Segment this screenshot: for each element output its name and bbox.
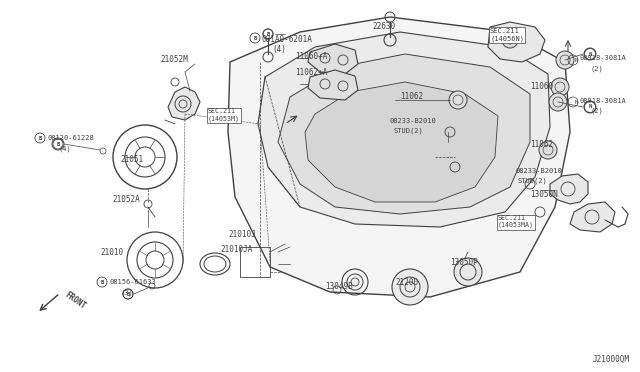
Text: 11062: 11062 bbox=[530, 140, 553, 149]
Polygon shape bbox=[550, 174, 588, 204]
Text: 08918-3081A: 08918-3081A bbox=[580, 98, 627, 104]
Circle shape bbox=[549, 93, 567, 111]
Text: 13050N: 13050N bbox=[530, 190, 557, 199]
Polygon shape bbox=[278, 54, 530, 214]
Polygon shape bbox=[308, 44, 358, 74]
Circle shape bbox=[556, 51, 574, 69]
Text: 21052M: 21052M bbox=[160, 55, 188, 64]
Text: (3): (3) bbox=[120, 289, 132, 295]
Polygon shape bbox=[305, 82, 498, 202]
Circle shape bbox=[551, 78, 569, 96]
Text: 21052A: 21052A bbox=[112, 195, 140, 204]
Text: 08156-61633: 08156-61633 bbox=[109, 279, 156, 285]
Polygon shape bbox=[308, 70, 358, 100]
Text: 13050P: 13050P bbox=[450, 258, 477, 267]
Text: B: B bbox=[266, 32, 269, 36]
Text: 081A0-6201A: 081A0-6201A bbox=[262, 35, 313, 44]
Text: STUD(2): STUD(2) bbox=[518, 178, 548, 185]
Text: (2): (2) bbox=[590, 108, 603, 115]
Text: SEC.211
(14053M): SEC.211 (14053M) bbox=[208, 108, 240, 122]
Polygon shape bbox=[258, 32, 550, 227]
Text: STUD(2): STUD(2) bbox=[393, 128, 423, 135]
Text: B: B bbox=[253, 35, 257, 41]
Text: 11062: 11062 bbox=[400, 92, 423, 101]
Text: J21000QM: J21000QM bbox=[593, 355, 630, 364]
Text: 22630: 22630 bbox=[372, 22, 395, 31]
Text: 11060+A: 11060+A bbox=[295, 52, 328, 61]
Text: B: B bbox=[38, 135, 42, 141]
Text: 11060: 11060 bbox=[530, 82, 553, 91]
Text: 21010J: 21010J bbox=[228, 230, 256, 239]
Circle shape bbox=[449, 91, 467, 109]
Text: FRONT: FRONT bbox=[63, 290, 87, 311]
Text: (2): (2) bbox=[590, 65, 603, 71]
Text: 08233-B2010: 08233-B2010 bbox=[390, 118, 436, 124]
Text: B: B bbox=[126, 292, 130, 296]
Text: 21010JA: 21010JA bbox=[220, 245, 252, 254]
Text: 21010: 21010 bbox=[100, 248, 123, 257]
Circle shape bbox=[539, 141, 557, 159]
Polygon shape bbox=[488, 22, 545, 62]
Polygon shape bbox=[570, 202, 615, 232]
Text: B: B bbox=[56, 141, 60, 147]
Text: (4): (4) bbox=[272, 45, 286, 54]
Circle shape bbox=[454, 258, 482, 286]
Text: N: N bbox=[588, 51, 591, 57]
Text: 13049B: 13049B bbox=[325, 282, 353, 291]
Text: 21200: 21200 bbox=[395, 278, 418, 287]
Text: 11062+A: 11062+A bbox=[295, 68, 328, 77]
Text: B: B bbox=[100, 279, 104, 285]
Text: N: N bbox=[575, 100, 579, 105]
Polygon shape bbox=[228, 17, 570, 297]
Text: N: N bbox=[575, 58, 579, 63]
Text: 08233-B2010: 08233-B2010 bbox=[515, 168, 562, 174]
Polygon shape bbox=[168, 87, 200, 120]
Text: SEC.211
(14053MA): SEC.211 (14053MA) bbox=[498, 215, 534, 228]
Text: SEC.211
(14056N): SEC.211 (14056N) bbox=[490, 28, 524, 42]
Text: (4): (4) bbox=[58, 145, 71, 151]
Text: 08120-61228: 08120-61228 bbox=[47, 135, 93, 141]
Circle shape bbox=[502, 32, 518, 48]
Text: 21051: 21051 bbox=[120, 155, 143, 164]
Circle shape bbox=[392, 269, 428, 305]
Text: 08918-3081A: 08918-3081A bbox=[580, 55, 627, 61]
Text: N: N bbox=[588, 105, 591, 109]
